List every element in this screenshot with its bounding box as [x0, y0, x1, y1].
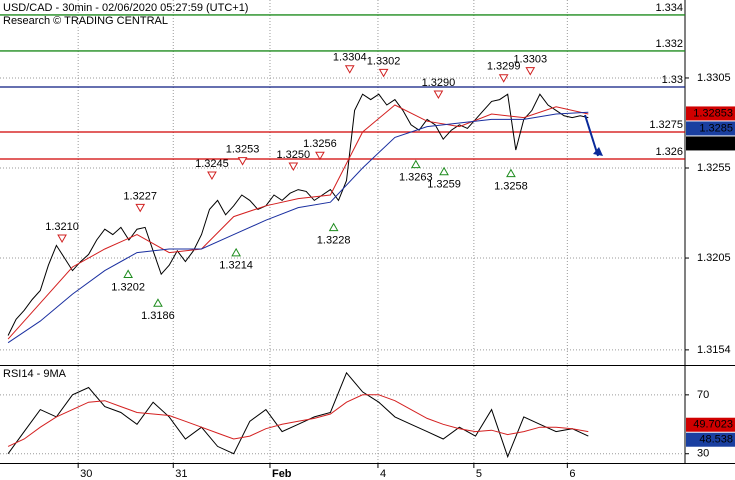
- price-label: 49.7023: [693, 419, 733, 431]
- level-label: 1.33: [662, 74, 683, 86]
- pivot-marker: [315, 151, 325, 161]
- pivot-label: 1.3258: [494, 181, 528, 193]
- series-line: [7, 111, 589, 344]
- pivot-marker: [153, 298, 163, 307]
- price-label: 1.32839: [693, 137, 733, 149]
- pivot-label: 1.3302: [367, 55, 401, 67]
- price-label: 1.3285: [699, 122, 733, 134]
- x-tick-label: 4: [380, 468, 386, 480]
- pivot-label: 1.3253: [226, 144, 260, 156]
- price-label-box: [686, 417, 735, 432]
- price-label: 1.32853: [693, 107, 733, 119]
- pivot-label: 1.3256: [303, 138, 337, 150]
- pivot-marker: [439, 166, 449, 176]
- pivot-label: 1.3290: [422, 77, 456, 89]
- pivot-marker: [207, 171, 217, 181]
- pivot-marker: [378, 68, 389, 78]
- x-tick-label: 5: [476, 468, 482, 480]
- pivot-marker: [525, 67, 536, 76]
- pivot-label: 1.3210: [45, 221, 79, 233]
- pivot-marker: [123, 269, 133, 278]
- price-label-box: [686, 106, 735, 121]
- x-tick-label: 6: [569, 468, 575, 480]
- pivot-marker: [57, 234, 67, 244]
- pivot-label: 1.3186: [141, 310, 175, 322]
- level-label: 1.3275: [649, 119, 683, 131]
- pivot-marker: [498, 74, 509, 83]
- pivot-marker: [344, 65, 355, 74]
- y-tick-label: 1.3205: [697, 252, 731, 264]
- price-label-box: [686, 136, 735, 151]
- pivot-marker: [288, 162, 299, 172]
- x-tick-label: Feb: [272, 468, 292, 480]
- level-label: 1.332: [655, 38, 683, 50]
- pivot-label: 1.3299: [487, 61, 521, 73]
- price-label-box: [686, 432, 735, 447]
- y-tick-label: 1.3154: [697, 344, 731, 356]
- pivot-label: 1.3214: [219, 260, 253, 272]
- panel-title: RSI14 - 9MA: [3, 368, 67, 380]
- x-tick-label: 30: [80, 468, 92, 480]
- pivot-marker: [328, 222, 339, 232]
- chart-title: USD/CAD - 30min - 02/06/2020 05:27:59 (U…: [3, 2, 248, 14]
- pivot-marker: [410, 159, 421, 169]
- y-tick-label: 70: [697, 389, 709, 401]
- pivot-label: 1.3227: [123, 190, 157, 202]
- pivot-marker: [237, 157, 248, 166]
- pivot-label: 1.3263: [399, 172, 433, 184]
- pivot-label: 1.3250: [277, 149, 311, 161]
- price-label: 48.538: [699, 434, 733, 446]
- level-label: 1.334: [655, 2, 683, 14]
- level-label: 1.326: [655, 146, 683, 158]
- pivot-marker: [433, 90, 444, 99]
- pivot-marker: [506, 168, 516, 178]
- pivot-label: 1.3304: [333, 52, 367, 64]
- y-tick-label: 1.3305: [697, 72, 731, 84]
- pivot-label: 1.3303: [513, 53, 547, 65]
- pivot-label: 1.3259: [427, 179, 461, 191]
- y-tick-label: 1.3255: [697, 162, 731, 174]
- pivot-label: 1.3245: [195, 158, 229, 170]
- forecast-arrow: [584, 114, 599, 157]
- forecast-arrow-head: [593, 147, 603, 156]
- chart-subtitle: Research © TRADING CENTRAL: [3, 15, 168, 27]
- pivot-marker: [135, 203, 146, 213]
- series-line: [7, 394, 589, 447]
- pivot-label: 1.3228: [317, 235, 351, 247]
- x-tick-label: 31: [175, 468, 187, 480]
- y-tick-label: 30: [697, 448, 709, 460]
- series-line: [7, 371, 589, 459]
- series-line: [7, 93, 589, 336]
- pivot-marker: [231, 247, 241, 257]
- series-line: [7, 104, 589, 340]
- pivot-label: 1.3202: [111, 281, 145, 293]
- price-label-box: [686, 121, 735, 136]
